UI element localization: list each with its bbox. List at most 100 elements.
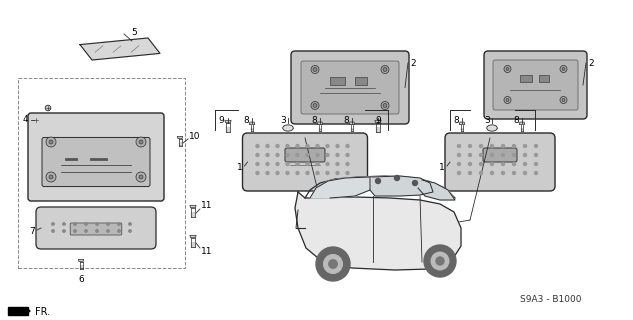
Circle shape [74,230,76,232]
Circle shape [506,68,509,70]
Circle shape [501,154,505,156]
Polygon shape [8,307,28,315]
Circle shape [336,145,339,148]
Text: 11: 11 [201,246,213,255]
Polygon shape [190,235,196,238]
Circle shape [316,247,350,281]
Text: 2: 2 [410,59,416,68]
Circle shape [306,172,309,174]
Polygon shape [519,122,525,124]
Circle shape [326,145,329,148]
Circle shape [266,163,269,165]
Circle shape [118,230,120,232]
Circle shape [313,68,317,71]
Circle shape [560,66,567,73]
FancyBboxPatch shape [291,51,409,124]
Polygon shape [310,177,370,198]
Polygon shape [370,176,433,196]
FancyBboxPatch shape [36,207,156,249]
FancyBboxPatch shape [483,148,517,162]
Circle shape [96,230,98,232]
Text: 8: 8 [311,116,317,124]
Circle shape [506,99,509,101]
Circle shape [491,145,494,148]
Circle shape [107,223,110,225]
Circle shape [491,163,494,165]
Circle shape [256,163,259,165]
Ellipse shape [283,125,293,131]
Circle shape [63,223,65,225]
Circle shape [336,154,339,156]
Circle shape [85,230,87,232]
Circle shape [513,163,515,165]
Circle shape [513,172,515,174]
Text: FR.: FR. [35,307,50,317]
Circle shape [458,145,460,148]
Circle shape [316,154,319,156]
Circle shape [276,172,279,174]
Circle shape [316,145,319,148]
Text: 2: 2 [588,59,594,68]
Circle shape [480,172,482,174]
Circle shape [96,223,98,225]
Circle shape [513,145,515,148]
Circle shape [326,172,329,174]
Circle shape [286,163,289,165]
Circle shape [480,154,482,156]
Circle shape [534,163,537,165]
Circle shape [33,117,39,123]
Circle shape [534,145,537,148]
Circle shape [501,163,505,165]
Circle shape [504,66,511,73]
Circle shape [326,154,329,156]
Polygon shape [249,122,255,124]
Circle shape [52,223,54,225]
Text: 1: 1 [439,163,445,172]
Circle shape [306,163,309,165]
Text: 8: 8 [513,116,519,124]
Polygon shape [418,180,455,200]
Polygon shape [349,122,355,124]
Circle shape [296,172,299,174]
Circle shape [276,145,279,148]
Circle shape [346,163,349,165]
Circle shape [266,172,269,174]
Polygon shape [225,120,231,123]
Circle shape [381,66,389,74]
Text: 5: 5 [131,28,137,36]
Circle shape [306,154,309,156]
Circle shape [286,154,289,156]
Text: 6: 6 [78,276,84,284]
Circle shape [458,172,460,174]
Circle shape [336,172,339,174]
Text: 3: 3 [280,116,286,124]
Text: 9: 9 [218,116,224,124]
Circle shape [313,103,317,108]
Circle shape [316,172,319,174]
Circle shape [286,145,289,148]
Circle shape [436,257,444,265]
Circle shape [458,154,460,156]
Polygon shape [78,260,84,261]
Text: 8: 8 [343,116,349,124]
Bar [18,78,185,268]
Text: 1: 1 [237,163,242,172]
Circle shape [306,145,309,148]
Circle shape [513,154,515,156]
Circle shape [394,175,399,180]
Circle shape [501,145,505,148]
Circle shape [562,68,565,70]
Polygon shape [295,192,461,270]
Circle shape [501,172,505,174]
Circle shape [128,230,131,232]
Circle shape [375,179,380,183]
Text: 10: 10 [189,132,201,140]
Circle shape [266,145,269,148]
FancyBboxPatch shape [242,133,368,191]
Polygon shape [459,122,465,124]
FancyBboxPatch shape [285,148,325,162]
Circle shape [286,172,289,174]
Circle shape [534,154,537,156]
Circle shape [296,154,299,156]
Circle shape [480,163,482,165]
